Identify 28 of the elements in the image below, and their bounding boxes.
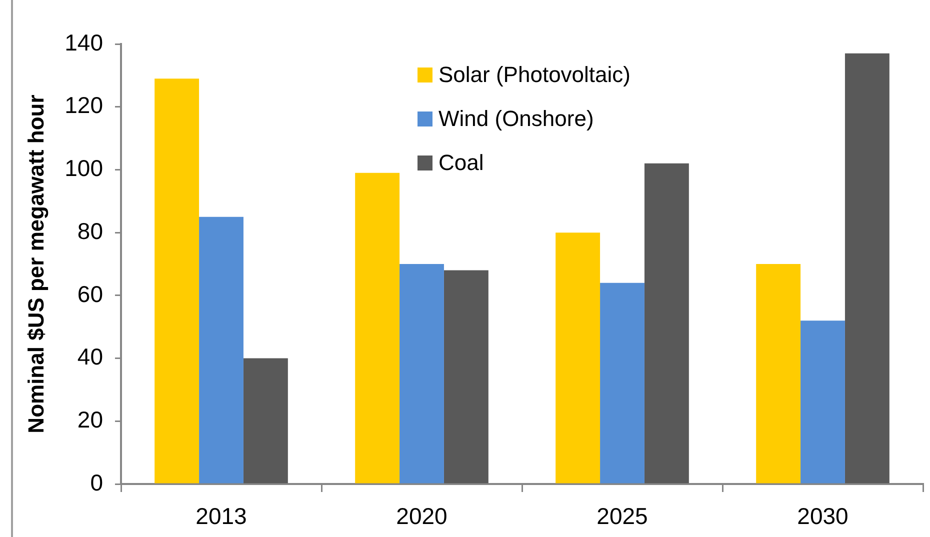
y-tick-label: 100 (64, 155, 103, 182)
legend-label: Solar (Photovoltaic) (438, 62, 630, 88)
y-tick-label: 120 (64, 92, 103, 118)
x-tick-label: 2020 (396, 503, 448, 530)
y-tick-label: 20 (77, 406, 103, 432)
bar (844, 53, 890, 484)
y-tick-label: 80 (77, 218, 103, 244)
bar (400, 264, 444, 484)
bar (243, 358, 288, 484)
y-tick-label: 40 (77, 344, 103, 370)
bar (444, 270, 488, 484)
bar (800, 320, 845, 484)
y-tick-label: 60 (77, 280, 103, 307)
x-tick-label: 2013 (196, 503, 247, 530)
legend-label: Coal (438, 150, 484, 176)
x-tick-label: 2030 (797, 503, 848, 530)
bar (556, 232, 600, 484)
y-tick-label: 0 (90, 469, 103, 496)
bar (600, 282, 644, 484)
bar (199, 216, 244, 484)
bar (756, 264, 801, 484)
bar (154, 78, 200, 484)
bar (355, 172, 400, 484)
y-tick-label: 140 (64, 29, 103, 56)
y-axis-title: Nominal $US per megawatt hour (23, 94, 48, 434)
x-tick-label: 2025 (596, 503, 648, 530)
bar (644, 163, 689, 484)
legend-label: Wind (Onshore) (438, 106, 594, 132)
